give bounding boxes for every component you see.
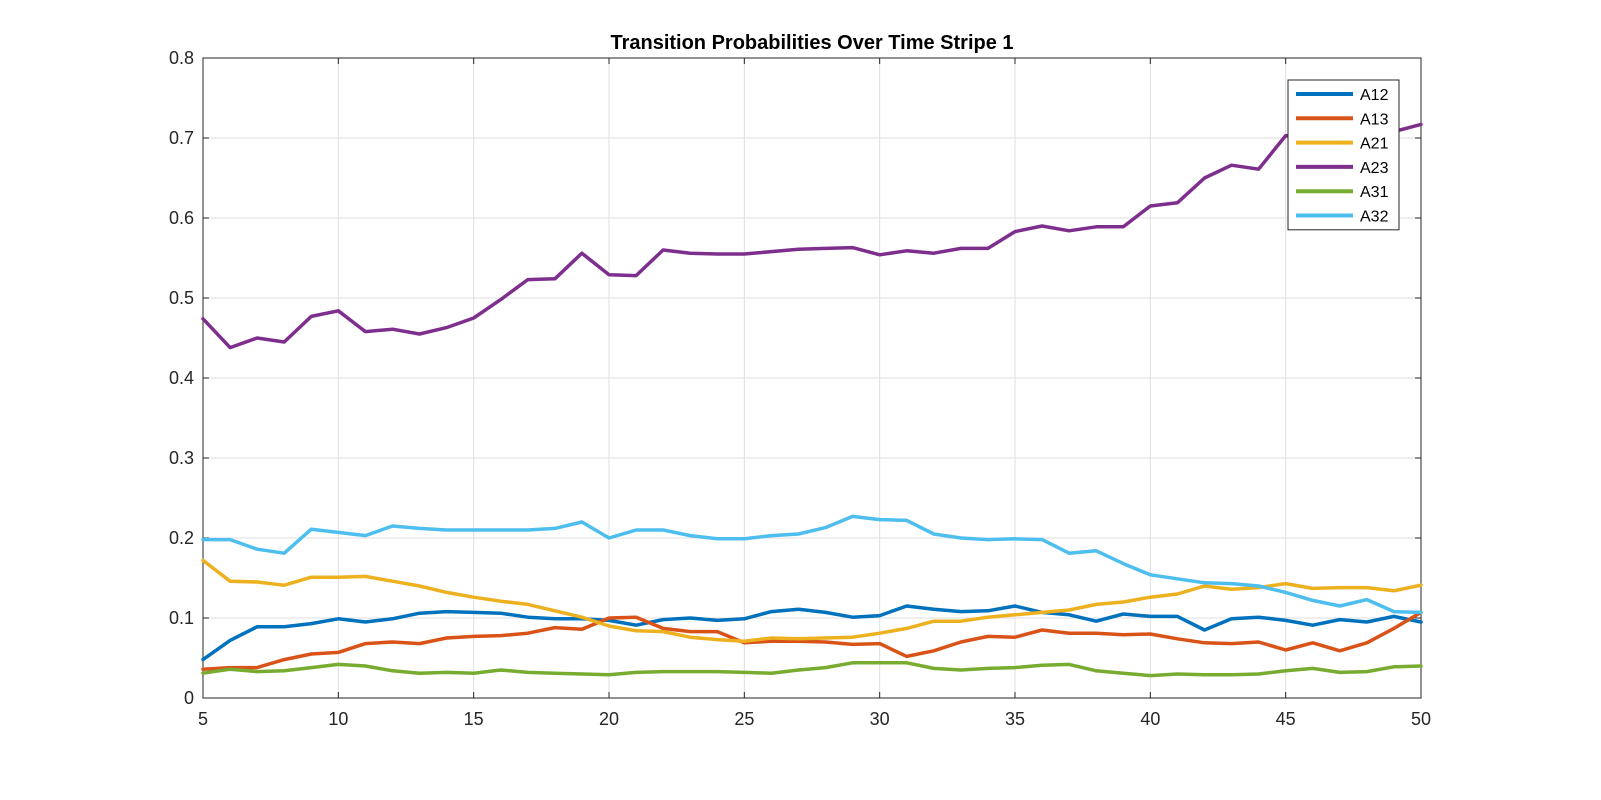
x-tick-label: 20 [599, 709, 619, 729]
x-tick-label: 5 [198, 709, 208, 729]
legend: A12 A13 A21 A23 A31 A32 [1287, 79, 1400, 231]
y-tick-label: 0 [184, 688, 194, 708]
series-line-a21 [201, 558, 1423, 643]
y-tick-label: 0.7 [169, 128, 194, 148]
series-line-a31 [201, 661, 1423, 678]
x-tick-label: 10 [328, 709, 348, 729]
axis-ticks: 5 10 15 20 25 30 35 40 45 50 0 0.1 0.2 0.3 0.4 0.5 0.6 0.… [169, 48, 1431, 729]
x-tick-label: 30 [870, 709, 890, 729]
y-tick-label: 0.6 [169, 208, 194, 228]
legend-box [1287, 79, 1400, 231]
series-line-a32 [201, 514, 1423, 615]
y-tick-label: 0.2 [169, 528, 194, 548]
legend-label-a23: A23 [1360, 160, 1389, 177]
series-line-a23 [201, 122, 1423, 350]
y-tick-label: 0.3 [169, 448, 194, 468]
series-lines [201, 122, 1423, 678]
x-tick-label: 40 [1140, 709, 1160, 729]
legend-label-a31: A31 [1360, 184, 1389, 201]
legend-label-a21: A21 [1360, 136, 1389, 153]
series-line-a12 [201, 604, 1423, 662]
chart-title: Transition Probabilities Over Time Strip… [610, 32, 1013, 54]
legend-label-a12: A12 [1360, 87, 1389, 104]
x-tick-label: 50 [1411, 709, 1431, 729]
x-tick-label: 35 [1005, 709, 1025, 729]
x-tick-label: 15 [464, 709, 484, 729]
x-tick-label: 45 [1276, 709, 1296, 729]
y-tick-label: 0.4 [169, 368, 194, 388]
y-tick-label: 0.8 [169, 48, 194, 68]
y-tick-label: 0.5 [169, 288, 194, 308]
legend-label-a32: A32 [1360, 209, 1389, 226]
legend-label-a13: A13 [1360, 111, 1389, 128]
series-line-a13 [201, 610, 1423, 671]
y-tick-label: 0.1 [169, 608, 194, 628]
x-tick-label: 25 [734, 709, 754, 729]
